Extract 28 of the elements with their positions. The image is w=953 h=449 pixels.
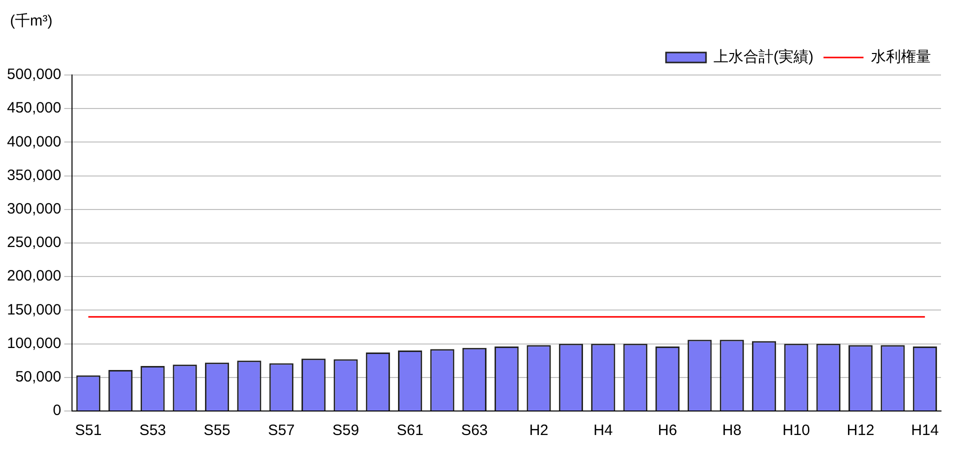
x-tick-label: H10 xyxy=(782,422,810,440)
x-tick-label: H14 xyxy=(911,422,939,440)
x-tick-label: S59 xyxy=(332,422,360,440)
x-tick-label: S51 xyxy=(74,422,102,440)
legend-label: 水利権量 xyxy=(871,48,931,66)
legend-label: 上水合計(実績) xyxy=(714,48,814,66)
x-tick-label: H6 xyxy=(658,422,678,440)
y-tick-label: 350,000 xyxy=(6,166,62,184)
x-tick-label: S61 xyxy=(396,422,424,440)
x-tick-label: H4 xyxy=(594,422,613,440)
y-axis-title: (千m³) xyxy=(10,12,52,30)
x-tick-label: S63 xyxy=(461,422,488,440)
y-tick-label: 200,000 xyxy=(6,268,62,285)
y-tick-label: 450,000 xyxy=(6,100,62,117)
x-tick-label: S55 xyxy=(204,422,230,440)
x-tick-label: S57 xyxy=(268,422,295,440)
y-tick-label: 50,000 xyxy=(15,368,62,386)
y-tick-label: 100,000 xyxy=(6,334,62,352)
y-tick-label: 0 xyxy=(52,402,62,420)
y-tick-label: 300,000 xyxy=(6,200,62,218)
x-tick-label: S53 xyxy=(139,422,166,440)
x-tick-label: H8 xyxy=(722,422,742,440)
y-tick-label: 250,000 xyxy=(6,234,62,252)
x-tick-label: H12 xyxy=(846,422,874,440)
y-tick-label: 400,000 xyxy=(6,133,62,150)
x-tick-label: H2 xyxy=(529,422,548,440)
y-tick-label: 150,000 xyxy=(6,301,62,318)
y-tick-label: 500,000 xyxy=(6,66,62,84)
